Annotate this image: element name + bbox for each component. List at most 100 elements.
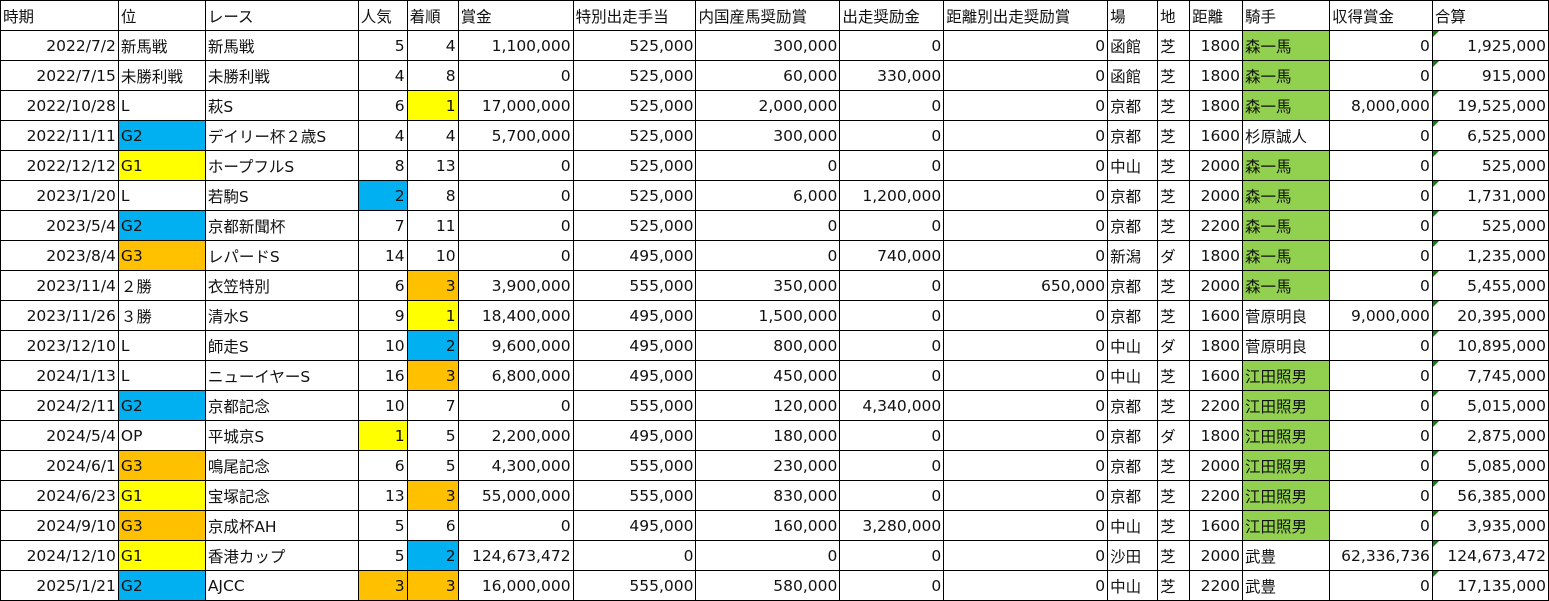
cell-course[interactable]: 京都 <box>1107 270 1159 301</box>
cell-total[interactable]: 19,525,000 <box>1431 90 1549 121</box>
cell-popularity[interactable]: 13 <box>357 480 408 511</box>
cell-total[interactable]: 10,895,000 <box>1431 330 1549 361</box>
cell-start-bonus[interactable]: 0 <box>839 420 945 451</box>
cell-earned-prize[interactable]: 0 <box>1328 330 1433 361</box>
cell-distance[interactable]: 2200 <box>1189 210 1244 241</box>
cell-distance-bonus[interactable]: 0 <box>943 210 1109 241</box>
cell-domestic-bonus[interactable]: 350,000 <box>695 270 841 301</box>
cell-popularity[interactable]: 1 <box>357 420 408 451</box>
cell-start-bonus[interactable]: 4,340,000 <box>839 390 945 421</box>
cell-earned-prize[interactable]: 8,000,000 <box>1328 90 1433 121</box>
cell-domestic-bonus[interactable]: 0 <box>695 540 841 571</box>
cell-earned-prize[interactable]: 62,336,736 <box>1328 540 1433 571</box>
header-jockey[interactable]: 騎手 <box>1242 0 1330 31</box>
cell-popularity[interactable]: 8 <box>357 150 408 181</box>
cell-grade[interactable]: L <box>117 360 206 391</box>
cell-grade[interactable]: G2 <box>117 120 206 151</box>
cell-distance[interactable]: 1800 <box>1189 60 1244 91</box>
cell-jockey[interactable]: 森一馬 <box>1242 60 1330 91</box>
cell-grade[interactable]: L <box>117 330 206 361</box>
cell-distance[interactable]: 1600 <box>1189 510 1244 541</box>
cell-distance[interactable]: 2200 <box>1189 570 1244 601</box>
cell-course[interactable]: 中山 <box>1107 360 1159 391</box>
cell-earned-prize[interactable]: 0 <box>1328 210 1433 241</box>
cell-course[interactable]: 京都 <box>1107 390 1159 421</box>
cell-grade[interactable]: G3 <box>117 240 206 271</box>
cell-date[interactable]: 2024/5/4 <box>0 420 119 451</box>
cell-prize[interactable]: 0 <box>457 60 574 91</box>
cell-course[interactable]: 中山 <box>1107 510 1159 541</box>
cell-course[interactable]: 中山 <box>1107 330 1159 361</box>
cell-race[interactable]: レパードS <box>204 240 359 271</box>
cell-date[interactable]: 2024/6/23 <box>0 480 119 511</box>
cell-domestic-bonus[interactable]: 830,000 <box>695 480 841 511</box>
cell-popularity[interactable]: 10 <box>357 390 408 421</box>
cell-date[interactable]: 2022/10/28 <box>0 90 119 121</box>
cell-finish[interactable]: 1 <box>406 90 459 121</box>
cell-surface[interactable]: 芝 <box>1157 480 1191 511</box>
cell-distance-bonus[interactable]: 0 <box>943 90 1109 121</box>
cell-domestic-bonus[interactable]: 160,000 <box>695 510 841 541</box>
cell-distance[interactable]: 1800 <box>1189 240 1244 271</box>
cell-finish[interactable]: 1 <box>406 300 459 331</box>
cell-prize[interactable]: 0 <box>457 180 574 211</box>
cell-earned-prize[interactable]: 0 <box>1328 60 1433 91</box>
cell-distance-bonus[interactable]: 0 <box>943 240 1109 271</box>
cell-date[interactable]: 2024/9/10 <box>0 510 119 541</box>
cell-popularity[interactable]: 6 <box>357 270 408 301</box>
cell-start-bonus[interactable]: 0 <box>839 360 945 391</box>
cell-course[interactable]: 京都 <box>1107 210 1159 241</box>
cell-jockey[interactable]: 江田照男 <box>1242 360 1330 391</box>
cell-special-allowance[interactable]: 495,000 <box>572 300 697 331</box>
cell-popularity[interactable]: 5 <box>357 30 408 61</box>
cell-start-bonus[interactable]: 0 <box>839 330 945 361</box>
cell-popularity[interactable]: 5 <box>357 540 408 571</box>
cell-surface[interactable]: 芝 <box>1157 150 1191 181</box>
cell-domestic-bonus[interactable]: 60,000 <box>695 60 841 91</box>
cell-distance[interactable]: 1600 <box>1189 360 1244 391</box>
cell-finish[interactable]: 2 <box>406 330 459 361</box>
cell-special-allowance[interactable]: 525,000 <box>572 90 697 121</box>
cell-finish[interactable]: 3 <box>406 480 459 511</box>
cell-total[interactable]: 525,000 <box>1431 150 1549 181</box>
cell-finish[interactable]: 4 <box>406 120 459 151</box>
cell-distance-bonus[interactable]: 0 <box>943 540 1109 571</box>
cell-earned-prize[interactable]: 0 <box>1328 420 1433 451</box>
cell-race[interactable]: 未勝利戦 <box>204 60 359 91</box>
cell-jockey[interactable]: 江田照男 <box>1242 420 1330 451</box>
cell-course[interactable]: 中山 <box>1107 150 1159 181</box>
header-popularity[interactable]: 人気 <box>357 0 408 31</box>
cell-course[interactable]: 京都 <box>1107 420 1159 451</box>
cell-domestic-bonus[interactable]: 580,000 <box>695 570 841 601</box>
cell-total[interactable]: 5,015,000 <box>1431 390 1549 421</box>
cell-surface[interactable]: ダ <box>1157 240 1191 271</box>
cell-jockey[interactable]: 江田照男 <box>1242 390 1330 421</box>
header-surface[interactable]: 地 <box>1157 0 1191 31</box>
cell-earned-prize[interactable]: 0 <box>1328 270 1433 301</box>
cell-total[interactable]: 2,875,000 <box>1431 420 1549 451</box>
cell-date[interactable]: 2024/1/13 <box>0 360 119 391</box>
cell-distance[interactable]: 2000 <box>1189 180 1244 211</box>
cell-prize[interactable]: 124,673,472 <box>457 540 574 571</box>
cell-jockey[interactable]: 菅原明良 <box>1242 330 1330 361</box>
cell-date[interactable]: 2024/6/1 <box>0 450 119 481</box>
cell-finish[interactable]: 5 <box>406 450 459 481</box>
cell-grade[interactable]: L <box>117 90 206 121</box>
cell-prize[interactable]: 0 <box>457 240 574 271</box>
cell-date[interactable]: 2023/11/4 <box>0 270 119 301</box>
cell-finish[interactable]: 8 <box>406 60 459 91</box>
cell-race[interactable]: 萩S <box>204 90 359 121</box>
cell-date[interactable]: 2024/2/11 <box>0 390 119 421</box>
cell-finish[interactable]: 3 <box>406 270 459 301</box>
cell-surface[interactable]: 芝 <box>1157 300 1191 331</box>
cell-surface[interactable]: ダ <box>1157 330 1191 361</box>
cell-popularity[interactable]: 2 <box>357 180 408 211</box>
cell-distance-bonus[interactable]: 0 <box>943 180 1109 211</box>
cell-domestic-bonus[interactable]: 230,000 <box>695 450 841 481</box>
cell-distance[interactable]: 2000 <box>1189 150 1244 181</box>
cell-surface[interactable]: 芝 <box>1157 30 1191 61</box>
cell-distance[interactable]: 1600 <box>1189 300 1244 331</box>
cell-prize[interactable]: 1,100,000 <box>457 30 574 61</box>
cell-grade[interactable]: 新馬戦 <box>117 30 206 61</box>
cell-grade[interactable]: G2 <box>117 390 206 421</box>
